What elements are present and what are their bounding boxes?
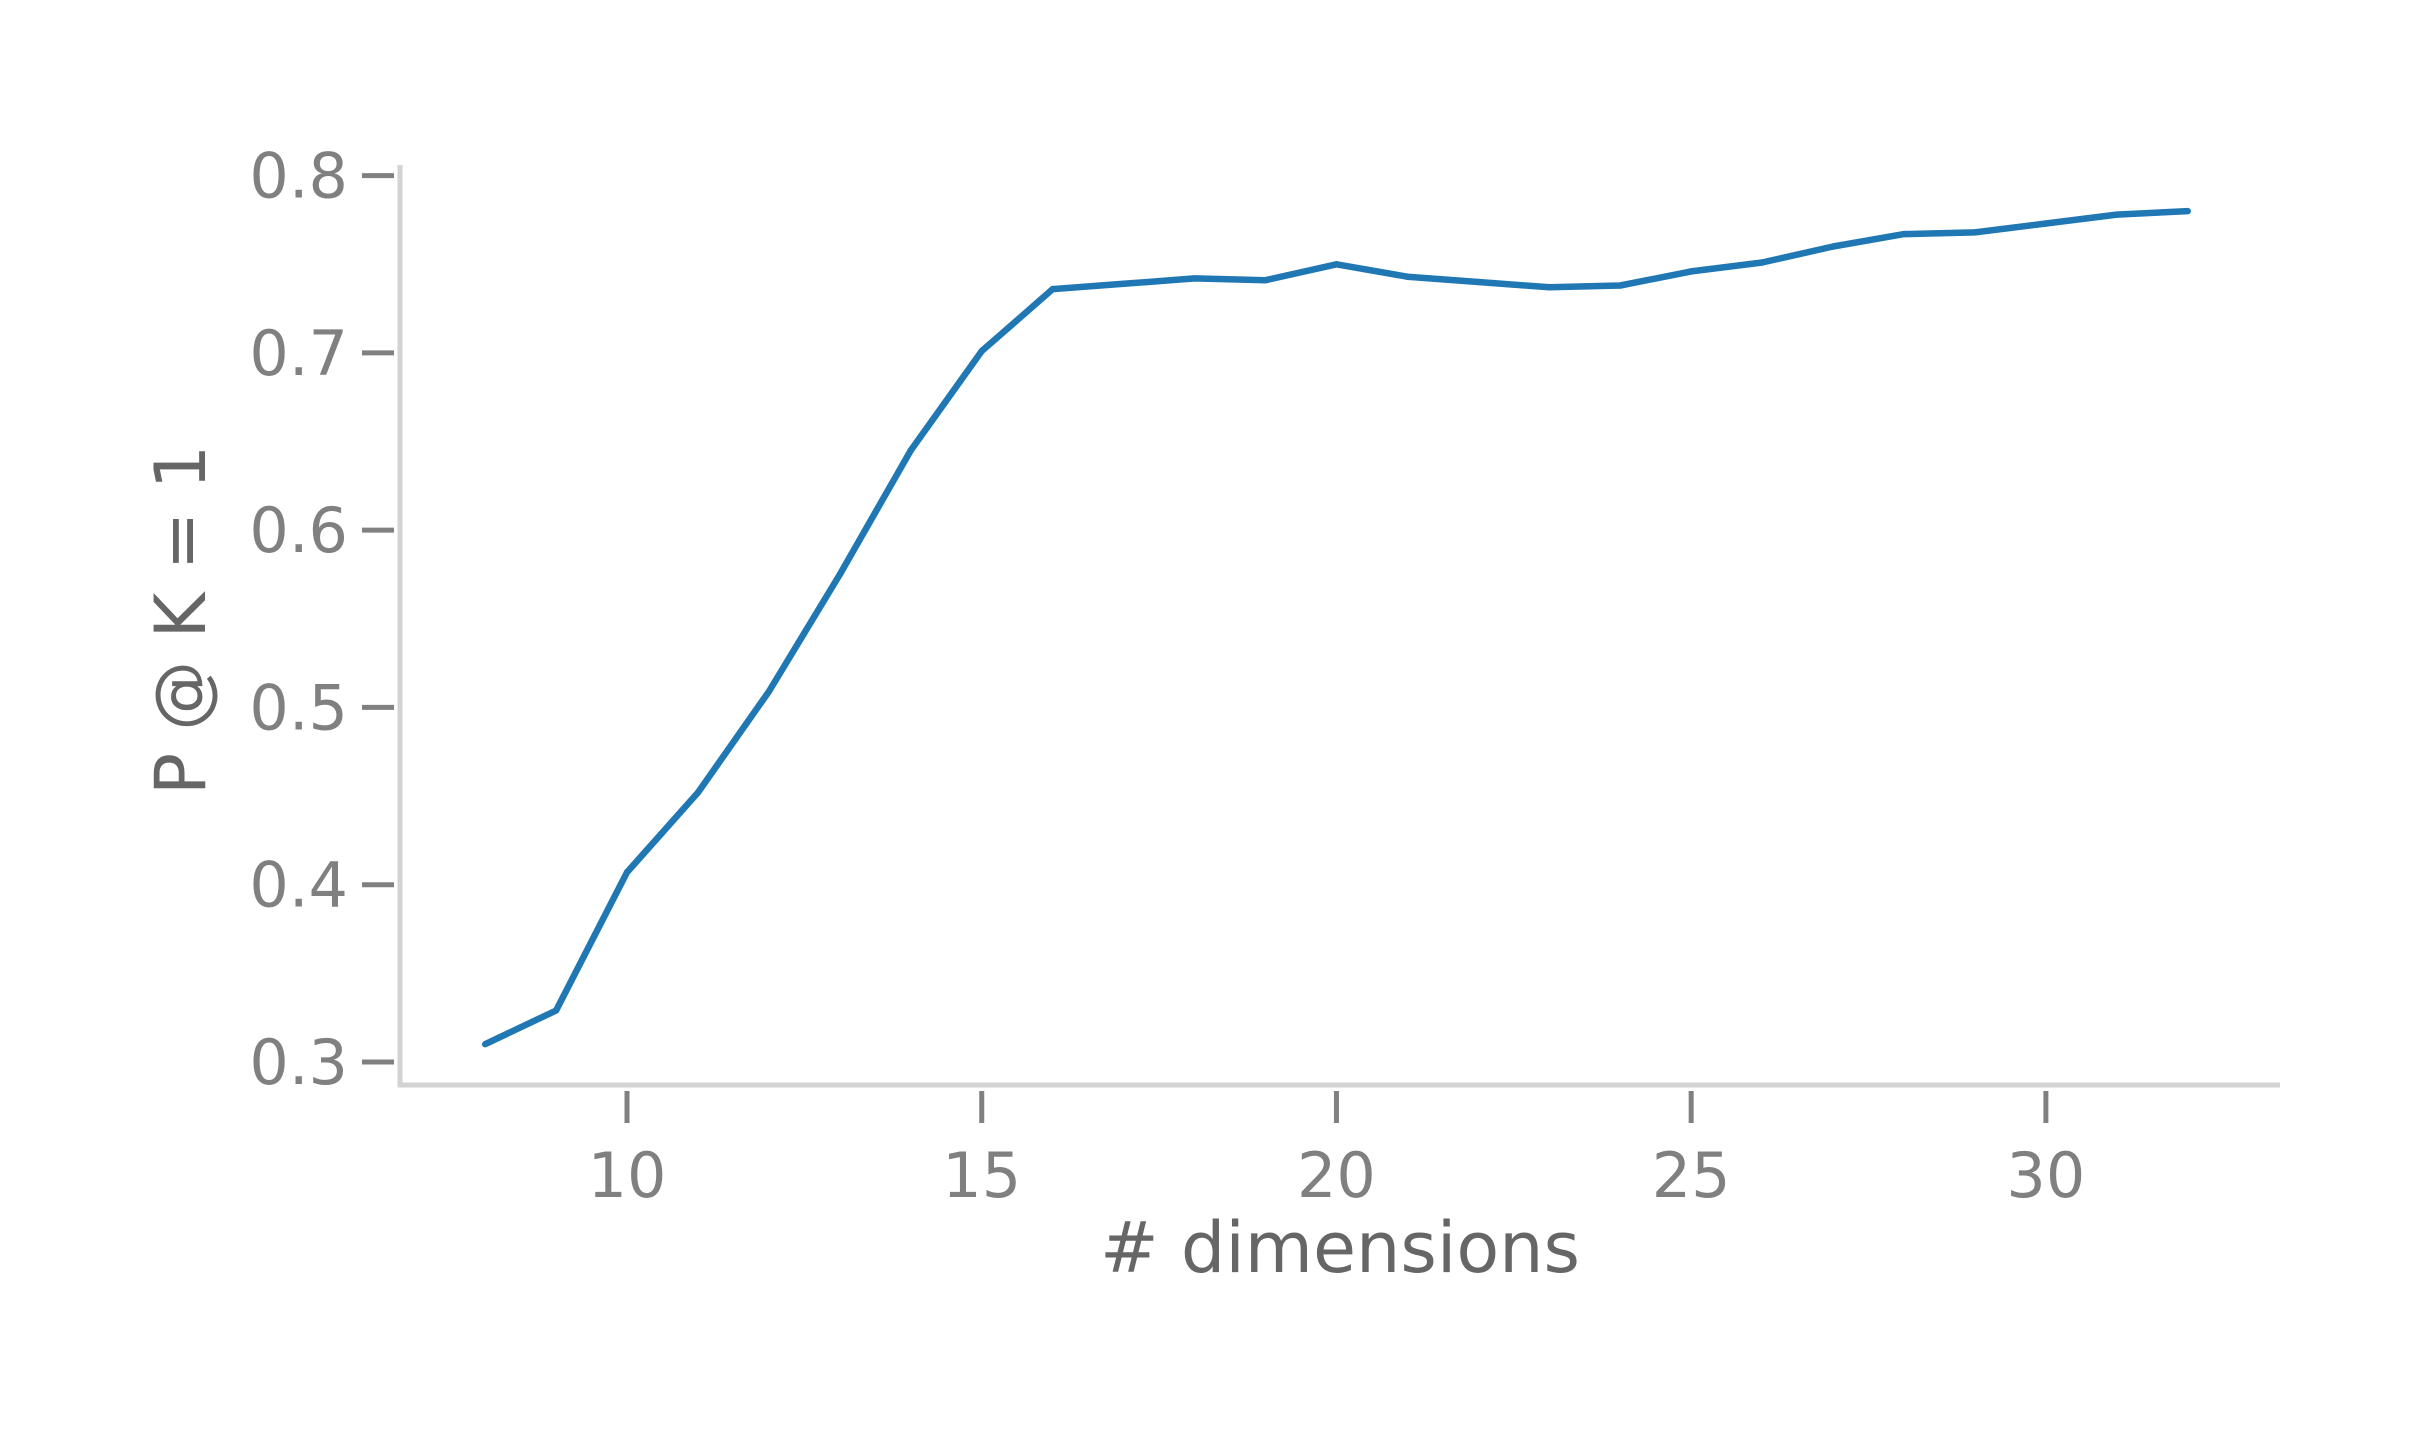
data-point bbox=[2042, 220, 2050, 227]
y-tick-label: 0.7 bbox=[249, 317, 348, 390]
x-tick-label: 25 bbox=[1652, 1139, 1731, 1212]
data-point bbox=[907, 447, 914, 454]
data-point bbox=[1758, 259, 1766, 266]
data-point bbox=[1191, 275, 1198, 282]
data-point bbox=[1971, 229, 1979, 236]
data-point bbox=[1049, 285, 1056, 293]
series-layer bbox=[481, 207, 2191, 1048]
data-point bbox=[765, 688, 773, 695]
data-point bbox=[623, 869, 631, 876]
data-point bbox=[1687, 268, 1695, 275]
data-point bbox=[1829, 243, 1837, 250]
x-tick-label: 20 bbox=[1297, 1139, 1376, 1212]
data-point bbox=[1333, 261, 1340, 268]
y-tick-label: 0.8 bbox=[249, 140, 348, 213]
data-point bbox=[1120, 280, 1127, 287]
data-point bbox=[694, 789, 702, 796]
data-point bbox=[1475, 278, 1482, 286]
data-point bbox=[978, 347, 985, 355]
data-point bbox=[836, 571, 844, 578]
y-tick-label: 0.3 bbox=[249, 1026, 348, 1099]
data-point bbox=[1546, 284, 1553, 291]
x-tick-label: 30 bbox=[2006, 1139, 2085, 1212]
ticks: 0.3 0.4 0.5 0.6 0.7 0.8 10 15 20 25 30 bbox=[249, 140, 2085, 1212]
data-point bbox=[481, 1041, 489, 1048]
data-point bbox=[1900, 230, 1908, 238]
data-point bbox=[1617, 282, 1624, 289]
axes bbox=[397, 165, 2280, 1088]
x-tick-label: 15 bbox=[942, 1139, 1021, 1212]
y-tick-label: 0.6 bbox=[249, 494, 348, 567]
x-tick-label: 10 bbox=[588, 1139, 667, 1212]
y-axis-title: P @ K = 1 bbox=[140, 445, 222, 795]
data-point bbox=[1262, 277, 1269, 284]
data-point bbox=[552, 1007, 560, 1014]
y-tick-label: 0.4 bbox=[249, 849, 348, 922]
x-axis-title: # dimensions bbox=[1100, 1207, 1580, 1289]
y-tick-label: 0.5 bbox=[249, 671, 348, 744]
data-point bbox=[1404, 273, 1411, 280]
data-point bbox=[2184, 207, 2191, 215]
series-line bbox=[483, 207, 2188, 1048]
data-point bbox=[2113, 211, 2121, 218]
